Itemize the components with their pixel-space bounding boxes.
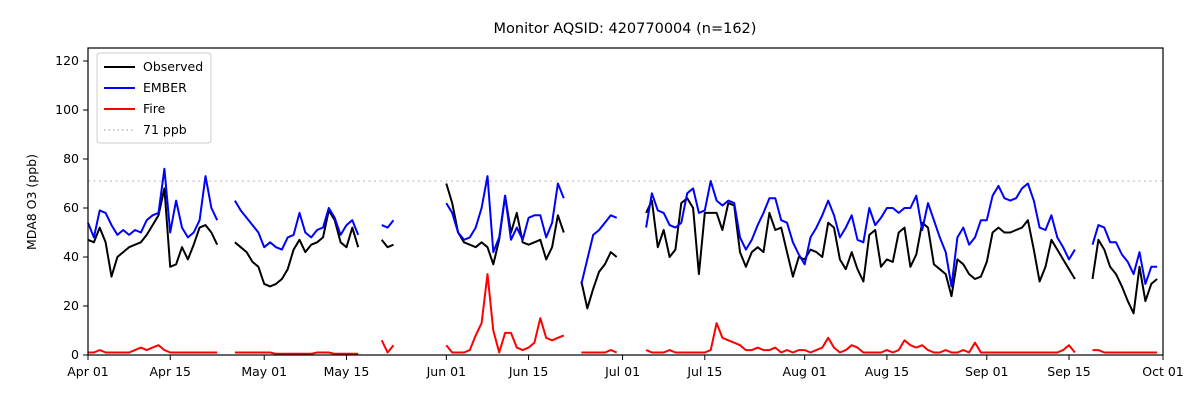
series-line-observed	[87, 183, 1158, 315]
x-tick-label: Sep 15	[1047, 364, 1090, 379]
x-tick-label: Aug 01	[783, 364, 827, 379]
legend-label-71-ppb: 71 ppb	[143, 122, 187, 137]
legend: Observed EMBER Fire 71 ppb	[96, 52, 212, 144]
x-tick-label: Jul 15	[686, 364, 722, 379]
x-tick-label: Jun 15	[508, 364, 548, 379]
y-tick-label: 0	[71, 347, 79, 362]
x-tick-label: May 01	[241, 364, 287, 379]
y-tick-label: 100	[55, 102, 79, 117]
legend-label-observed: Observed	[143, 59, 203, 74]
plot-area: 0 20 40 60 80 100 120 Apr 01 Apr 15 May 01 May 15 J…	[55, 47, 1184, 379]
y-tick-label: 60	[63, 200, 79, 215]
x-tick-label: Apr 15	[149, 364, 191, 379]
series-line-fire	[88, 273, 1158, 355]
x-tick-label: Aug 15	[865, 364, 909, 379]
x-tick-label: Apr 01	[67, 364, 109, 379]
x-tick-label: Oct 01	[1142, 364, 1184, 379]
x-tick-label: Jun 01	[426, 364, 466, 379]
chart-title: Monitor AQSID: 420770004 (n=162)	[494, 21, 757, 37]
y-tick-label: 120	[55, 53, 79, 68]
x-tick-label: Sep 01	[965, 364, 1008, 379]
y-axis-label: MDA8 O3 (ppb)	[24, 154, 39, 250]
y-tick-label: 40	[63, 249, 79, 264]
x-tick-label: Jul 01	[604, 364, 640, 379]
series-line-ember	[87, 167, 1158, 288]
y-tick-label: 80	[63, 151, 79, 166]
y-tick-label: 20	[63, 298, 79, 313]
legend-box	[96, 52, 212, 144]
legend-label-ember: EMBER	[143, 80, 187, 95]
x-tick-label: May 15	[324, 364, 370, 379]
legend-label-fire: Fire	[143, 101, 166, 116]
plot-border	[87, 47, 1164, 356]
